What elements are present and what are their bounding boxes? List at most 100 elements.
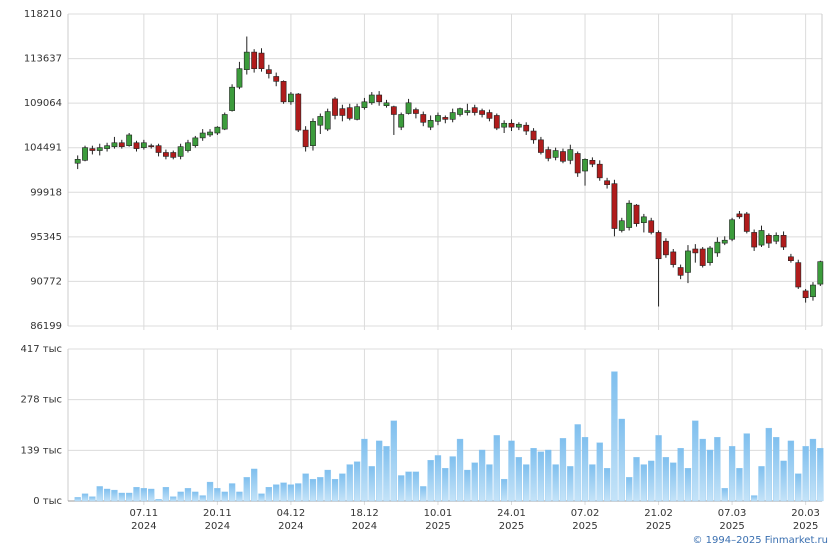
candle-body: [523, 124, 530, 132]
candle-body: [560, 151, 566, 162]
candle-body: [780, 235, 787, 248]
candle-body: [310, 121, 316, 146]
candle-body: [765, 235, 772, 244]
volume-bar: [74, 497, 81, 502]
volume-bar: [199, 495, 206, 502]
candle-body: [810, 284, 816, 298]
volume-bar: [309, 478, 317, 502]
candle-body: [751, 232, 758, 248]
volume-bar: [148, 488, 155, 502]
volume-bar: [500, 478, 508, 502]
volume-bar: [449, 456, 456, 502]
candle-body: [236, 68, 243, 88]
volume-bar: [589, 464, 596, 502]
volume-bar: [574, 424, 581, 502]
volume-bar: [530, 447, 537, 502]
x-tick-label: 21.02 2025: [644, 508, 673, 532]
candle-body: [229, 86, 235, 111]
candle-body: [258, 52, 265, 69]
candle-body: [104, 145, 110, 149]
candle-body: [302, 129, 309, 147]
y-tick-label: 0 тыс: [33, 496, 62, 507]
candle-body: [788, 256, 794, 261]
volume-bar: [170, 496, 177, 502]
y-tick-label: 113637: [24, 54, 62, 65]
volume-bar: [295, 483, 302, 502]
candle-body: [633, 204, 640, 224]
volume-bar: [184, 488, 192, 502]
volume-bar: [456, 438, 464, 502]
volume-bar: [258, 493, 265, 502]
volume-bar: [567, 466, 574, 502]
volume-bar: [625, 477, 633, 502]
volume-bar: [545, 449, 552, 502]
candle-body: [589, 159, 596, 165]
volume-bar: [802, 446, 809, 502]
volume-bar: [662, 457, 670, 502]
volume-bar: [670, 462, 677, 502]
volume-bar: [655, 435, 662, 502]
candle-body: [714, 241, 721, 254]
volume-bar: [596, 442, 603, 502]
volume-bar: [750, 495, 758, 502]
volume-bar: [103, 488, 111, 502]
candle-body: [199, 132, 206, 139]
y-tick-label: 278 тыс: [21, 395, 62, 406]
volume-bar: [192, 491, 199, 502]
x-tick-label: 07.03 2025: [717, 508, 747, 532]
candle-body: [626, 202, 633, 228]
candle-body: [170, 152, 177, 158]
volume-bar: [273, 484, 280, 502]
candle-body: [442, 117, 449, 120]
y-tick-label: 118210: [24, 9, 62, 20]
candle-body: [339, 108, 346, 116]
copyright: © 1994–2025 Finmarket.ru: [692, 535, 828, 546]
candle-body: [493, 115, 500, 129]
candle-body: [405, 102, 412, 114]
volume-bar: [743, 433, 750, 502]
volume-bar: [714, 437, 721, 502]
volume-bar: [118, 492, 125, 502]
volume-bar: [787, 440, 795, 502]
volume-bar: [471, 462, 478, 502]
candle-body: [74, 159, 81, 164]
candle-body: [251, 51, 258, 69]
candle-body: [640, 216, 647, 223]
candle-body: [295, 93, 302, 131]
volume-bar: [736, 468, 743, 502]
y-tick-label: 95345: [30, 232, 62, 243]
volume-bar: [228, 483, 236, 502]
x-tick-label: 20.03 2025: [791, 508, 820, 532]
volume-bar: [817, 447, 824, 502]
candle-body: [795, 262, 802, 288]
x-tick-label: 18.12 2024: [350, 508, 379, 532]
candle-body: [457, 108, 463, 115]
candle-body: [685, 250, 691, 273]
volume-bar: [361, 438, 368, 502]
volume-bar: [287, 484, 295, 502]
volume-bar: [508, 440, 515, 502]
y-tick-label: 104491: [24, 143, 62, 154]
candle-body: [148, 145, 155, 147]
volume-bar: [684, 468, 692, 502]
volume-bar: [434, 455, 442, 502]
volume-bar: [346, 464, 353, 502]
volume-bar: [390, 420, 398, 502]
candle-body: [133, 142, 140, 149]
candle-body: [435, 115, 441, 122]
candle-body: [398, 114, 405, 128]
volume-bar: [177, 491, 184, 502]
candle-body: [545, 149, 552, 159]
volume-bar: [780, 460, 787, 502]
candle-body: [324, 111, 331, 130]
candle-body: [449, 112, 456, 120]
candle-body: [596, 163, 603, 179]
y-tick-label: 90772: [30, 276, 62, 287]
volume-bar: [486, 464, 493, 502]
volume-bar: [537, 451, 545, 502]
candle-body: [758, 230, 765, 246]
candle-body: [420, 114, 427, 123]
candle-body: [383, 102, 390, 107]
candle-body: [582, 159, 588, 172]
candle-body: [361, 101, 368, 108]
